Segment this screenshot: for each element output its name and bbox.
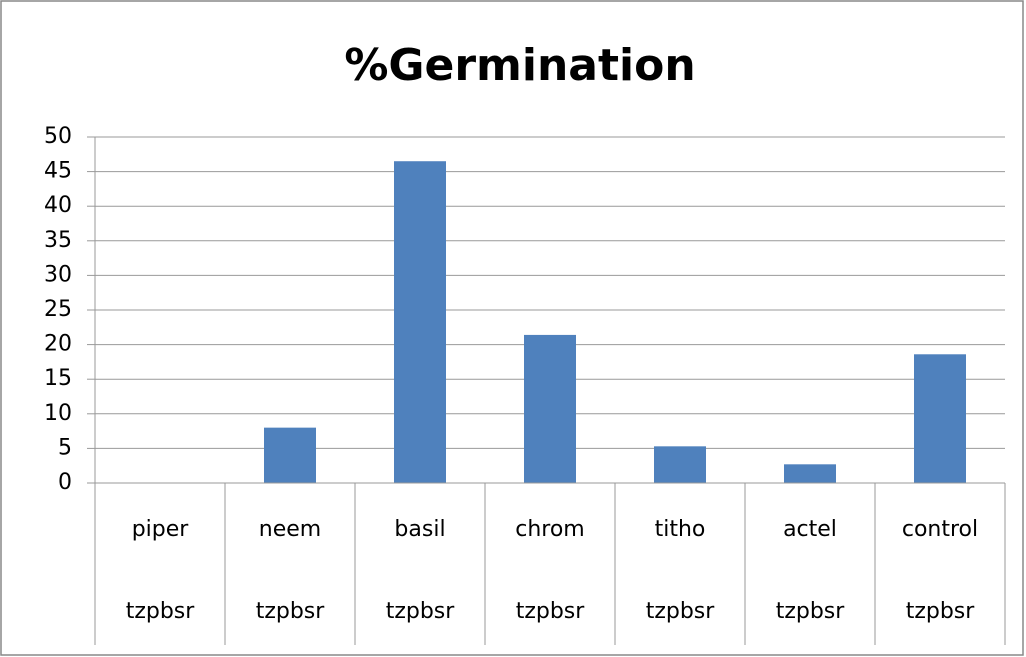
chart-title: %Germination <box>344 40 695 91</box>
x-group-label: tzpbsr <box>516 599 586 624</box>
y-tick-label: 45 <box>44 159 72 184</box>
bar <box>654 446 706 483</box>
bar <box>394 161 446 483</box>
x-group-label: tzpbsr <box>126 599 196 624</box>
bar <box>784 464 836 483</box>
x-group-label: tzpbsr <box>646 599 716 624</box>
y-tick-label: 0 <box>58 470 72 495</box>
bar <box>914 354 966 483</box>
bar <box>264 427 316 483</box>
x-group-label: tzpbsr <box>776 599 846 624</box>
x-tick-label: titho <box>655 517 706 542</box>
y-tick-label: 35 <box>44 228 72 253</box>
x-tick-label: chrom <box>515 517 585 542</box>
y-tick-label: 25 <box>44 297 72 322</box>
x-tick-label: piper <box>132 517 190 542</box>
x-tick-label: actel <box>783 517 837 542</box>
y-tick-label: 15 <box>44 366 72 391</box>
x-group-label: tzpbsr <box>256 599 326 624</box>
bar <box>524 334 576 483</box>
y-tick-label: 50 <box>44 124 72 149</box>
x-tick-label: basil <box>394 517 445 542</box>
x-group-label: tzpbsr <box>906 599 976 624</box>
y-tick-label: 10 <box>44 401 72 426</box>
x-tick-label: control <box>902 517 978 542</box>
y-tick-label: 40 <box>44 193 72 218</box>
x-group-label: tzpbsr <box>386 599 456 624</box>
x-tick-label: neem <box>259 517 321 542</box>
y-tick-label: 5 <box>58 435 72 460</box>
y-tick-label: 20 <box>44 332 72 357</box>
y-tick-label: 30 <box>44 262 72 287</box>
